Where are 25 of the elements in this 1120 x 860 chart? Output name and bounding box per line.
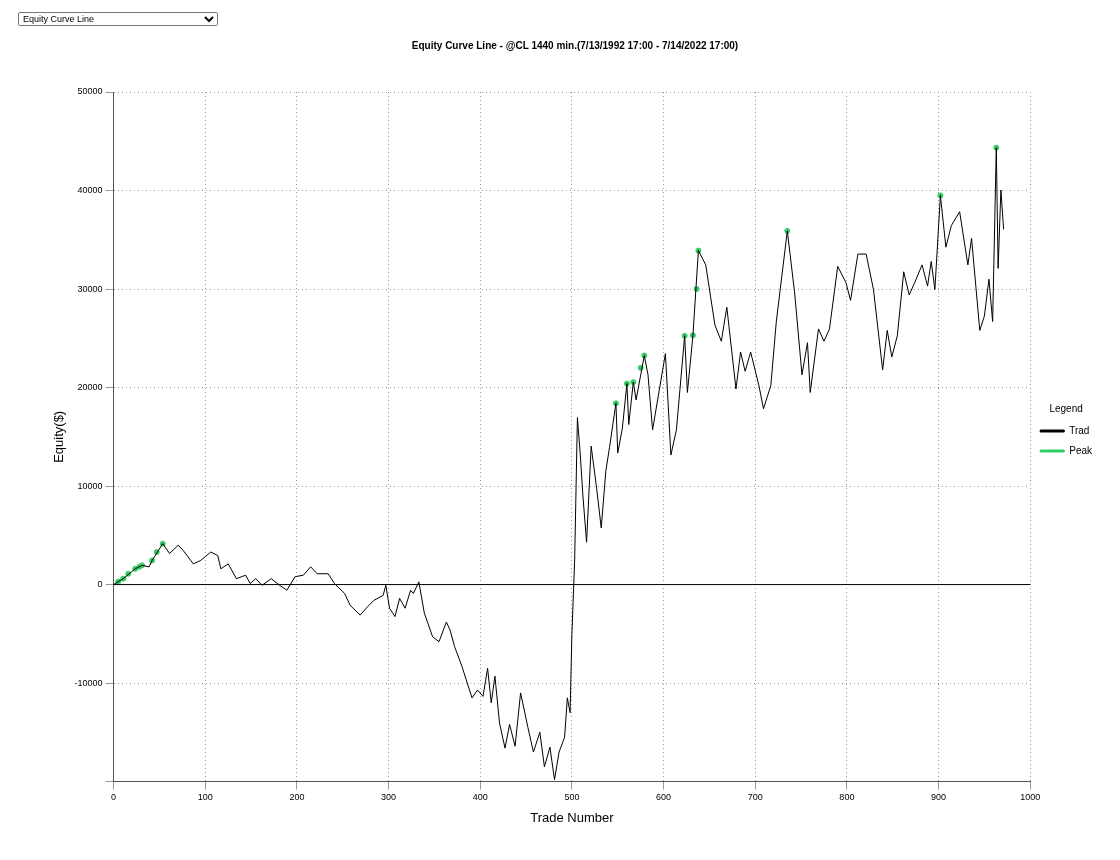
legend-label: Peak (1069, 444, 1093, 456)
x-tick-label: 100 (197, 792, 213, 803)
chart-title: Equity Curve Line - @CL 1440 min.(7/13/1992 17:00 - 7/14/2022 17:00) (411, 39, 739, 51)
y-tick-label: 40000 (77, 185, 103, 195)
legend-title: Legend (1049, 402, 1083, 414)
x-tick-label: 700 (747, 792, 763, 803)
y-tick-label: 50000 (77, 86, 103, 97)
x-axis-title: Trade Number (530, 809, 615, 825)
y-tick-label: 0 (97, 579, 103, 590)
x-tick-label: 1000 (1020, 792, 1041, 803)
x-tick-label: 600 (656, 792, 672, 803)
x-tick-label: 200 (289, 792, 305, 803)
y-tick-label: 30000 (77, 283, 103, 294)
dropdown: Equity Curve Line (18, 12, 218, 26)
y-axis-title: Equity($) (51, 410, 67, 463)
x-tick-label: 400 (472, 792, 488, 803)
y-tick-label: 10000 (77, 480, 103, 491)
x-tick-label: 0 (111, 792, 117, 803)
x-tick-label: 300 (381, 792, 397, 803)
legend-label: Trad (1069, 424, 1090, 436)
y-tick-label: 20000 (77, 382, 103, 393)
x-tick-label: 800 (839, 792, 855, 803)
x-tick-label: 500 (564, 792, 580, 803)
y-tick-label: -10000 (74, 677, 103, 688)
x-tick-label: 900 (931, 792, 947, 803)
